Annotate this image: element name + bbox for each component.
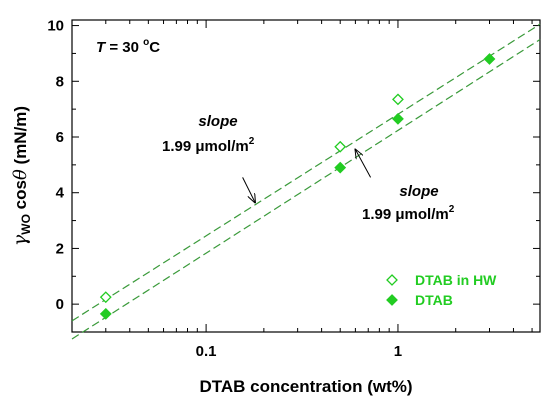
point-dtab-in-hw	[99, 291, 112, 304]
point-dtab	[99, 307, 112, 320]
x-axis-title: DTAB concentration (wt%)	[199, 377, 412, 396]
slope-upper-label: slope	[198, 113, 237, 130]
legend-label-dtab-in-hw: DTAB in HW	[415, 272, 497, 288]
x-tick-label: 1	[394, 343, 402, 360]
slope-arrow-2	[355, 150, 372, 178]
legend-marker-dtab-in-hw	[386, 274, 398, 286]
y-tick-label: 6	[56, 129, 64, 146]
temperature-annotation: T = 30 oC	[96, 37, 160, 56]
point-dtab	[334, 161, 347, 174]
fit-line-dtab	[71, 38, 541, 340]
legend-label-dtab: DTAB	[415, 292, 453, 308]
x-tick-label: 0.1	[196, 343, 217, 360]
data-points	[99, 53, 496, 320]
slope-upper-value: 1.99 μmol/m2	[162, 136, 255, 155]
y-tick-label: 0	[56, 296, 64, 313]
y-axis-title: γWO cosθ (mN/m)	[9, 106, 33, 246]
legend-marker-dtab	[386, 294, 398, 306]
fit-lines	[71, 23, 541, 340]
slope-lower-label: slope	[399, 183, 438, 200]
slope-lower-value: 1.99 μmol/m2	[362, 204, 455, 223]
ticks: 0 2 4 6 8 10 0.1 1	[47, 18, 540, 360]
point-dtab	[392, 112, 404, 125]
y-tick-label: 10	[47, 18, 64, 35]
point-dtab	[483, 53, 496, 65]
point-dtab-in-hw	[392, 93, 404, 106]
plot-frame	[71, 19, 541, 333]
y-tick-label: 2	[56, 240, 64, 257]
legend: DTAB in HW DTAB	[386, 272, 497, 308]
slope-arrow-1	[242, 177, 255, 202]
svg-text:γWO cosθ (mN/m): γWO cosθ (mN/m)	[9, 106, 33, 246]
y-tick-label: 8	[56, 73, 64, 90]
y-tick-label: 4	[56, 185, 65, 202]
annotation-arrows	[242, 150, 372, 203]
point-dtab-in-hw	[334, 140, 347, 153]
fit-line-dtab-in-hw	[71, 23, 541, 322]
